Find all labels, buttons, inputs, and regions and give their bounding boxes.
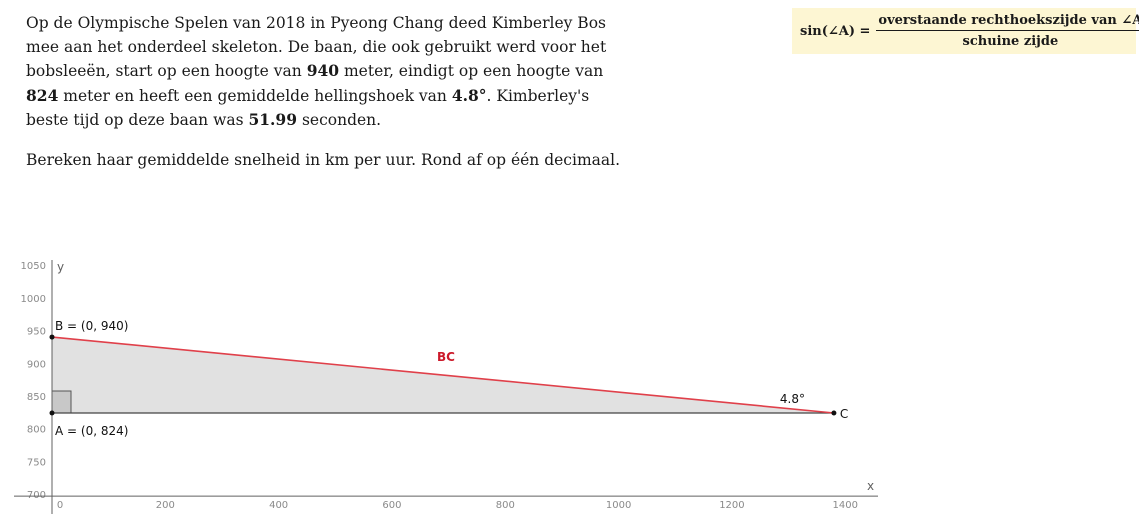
y-axis-label: y (57, 260, 64, 274)
slope-angle: 4.8° (451, 85, 487, 105)
x-tick-label: 800 (496, 500, 515, 511)
x-tick-label: 1400 (833, 500, 858, 511)
x-tick-label: 0 (57, 500, 63, 511)
y-tick-label: 950 (27, 327, 46, 338)
end-height: 824 (26, 85, 59, 105)
formula-fraction: overstaande rechthoekszijde van ∠A schui… (876, 13, 1139, 49)
point-b-label: B = (0, 940) (55, 319, 128, 333)
x-tick-label: 1000 (606, 500, 631, 511)
x-tick-label: 200 (156, 500, 175, 511)
segment-bc (51, 336, 834, 414)
x-tick-label: 1200 (719, 500, 744, 511)
y-tick-label: 1000 (21, 294, 46, 305)
problem-paragraph: Op de Olympische Spelen van 2018 in Pyeo… (26, 14, 607, 129)
best-time: 51.99 (248, 110, 298, 129)
x-tick-label: 600 (382, 500, 401, 511)
segment-bc-label: BC (437, 350, 455, 364)
formula-numerator: overstaande rechthoekszijde van ∠A (876, 13, 1139, 31)
y-tick-label: 900 (27, 359, 46, 370)
formula-lhs: sin(∠A) = (800, 23, 871, 39)
start-height: 940 (306, 61, 340, 80)
right-angle-marker (51, 390, 72, 414)
x-tick-label: 400 (269, 500, 288, 511)
problem-text: Op de Olympische Spelen van 2018 in Pyeo… (26, 12, 626, 172)
point-c[interactable] (831, 410, 837, 416)
point-b[interactable] (49, 334, 55, 340)
y-tick-label: 850 (27, 392, 46, 403)
point-c-label: C (840, 407, 848, 421)
x-axis-label: x (867, 479, 874, 493)
angle-label: 4.8° (780, 392, 805, 406)
y-tick-label: 1050 (21, 261, 46, 272)
y-tick-label: 750 (27, 457, 46, 468)
point-a[interactable] (49, 410, 55, 416)
point-a-label: A = (0, 824) (55, 424, 128, 438)
formula-denominator: schuine zijde (962, 34, 1059, 49)
sine-formula-box: sin(∠A) = overstaande rechthoekszijde va… (792, 8, 1139, 54)
y-tick-label: 800 (27, 425, 46, 436)
question: Bereken haar gemiddelde snelheid in km p… (26, 150, 621, 169)
x-tick-labels: 0 200 400 600 800 1000 1200 1400 (57, 500, 858, 511)
